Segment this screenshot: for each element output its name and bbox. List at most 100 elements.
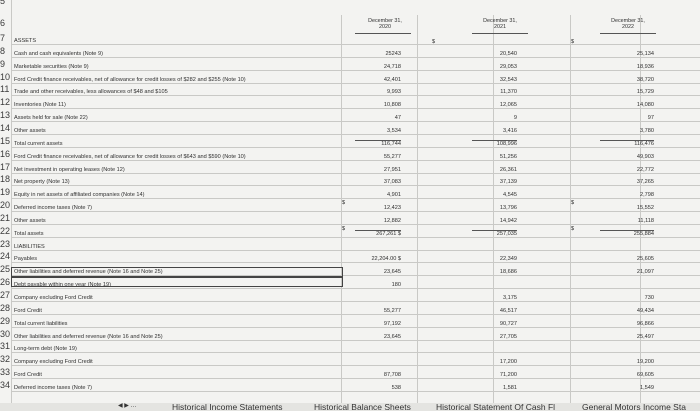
selected-cell-range[interactable] — [11, 267, 343, 278]
value-cell[interactable]: 9 — [513, 115, 517, 122]
value-cell[interactable]: 255,884 — [633, 230, 654, 237]
value-cell[interactable]: 15,552 — [636, 205, 654, 212]
value-cell[interactable]: 90,727 — [499, 320, 517, 327]
row-number[interactable]: 22 — [0, 225, 11, 236]
row-number[interactable]: 11 — [0, 84, 10, 95]
value-cell[interactable]: 37,139 — [499, 179, 517, 186]
value-cell[interactable]: 49,903 — [636, 153, 654, 160]
value-cell[interactable]: 22,772 — [636, 166, 654, 173]
row-number[interactable]: 19 — [0, 187, 11, 198]
value-cell[interactable]: 25,134 — [636, 50, 654, 57]
tab-nav-arrows[interactable]: ◀ ▶ … — [118, 403, 137, 409]
value-cell[interactable]: 47 — [394, 115, 401, 122]
value-cell[interactable]: 4,545 — [503, 192, 517, 199]
value-cell[interactable]: 108,996 — [496, 140, 517, 147]
value-cell[interactable]: 3,780 — [640, 127, 654, 134]
value-cell[interactable]: 69,605 — [636, 372, 654, 379]
value-cell[interactable]: 97 — [647, 115, 654, 122]
value-cell[interactable]: 55,277 — [383, 307, 401, 314]
value-cell[interactable]: 25,605 — [636, 256, 654, 263]
value-cell[interactable]: 3,534 — [387, 127, 401, 134]
value-cell[interactable]: 97,192 — [383, 320, 401, 327]
value-cell[interactable]: 15,729 — [636, 89, 654, 96]
value-cell[interactable]: 18,936 — [636, 63, 654, 70]
value-cell[interactable]: 12,423 — [383, 205, 401, 212]
tab-historical-income-statements[interactable]: Historical Income Statements — [172, 402, 283, 411]
row-number[interactable]: 30 — [0, 328, 11, 339]
row-number[interactable]: 12 — [0, 97, 11, 108]
value-cell[interactable]: 3,175 — [503, 295, 517, 301]
row-number[interactable]: 25 — [0, 264, 11, 275]
value-cell[interactable]: 22,349 — [499, 256, 517, 263]
value-cell[interactable]: 12,882 — [383, 217, 401, 224]
row-number[interactable]: 24 — [0, 251, 11, 262]
value-cell[interactable]: 257,035 — [496, 230, 517, 237]
value-cell[interactable]: 116,476 — [634, 140, 654, 147]
value-cell[interactable]: 538 — [391, 384, 401, 391]
row-number[interactable]: 18 — [0, 174, 11, 185]
row-number[interactable]: 34 — [0, 379, 11, 390]
value-cell[interactable]: 267,261 $ — [376, 230, 401, 237]
value-cell[interactable]: 29,053 — [499, 63, 517, 70]
value-cell[interactable]: 27,705 — [499, 333, 517, 340]
value-cell[interactable]: 87,708 — [383, 372, 401, 379]
value-cell[interactable]: 9,993 — [387, 89, 401, 96]
row-number[interactable]: 13 — [0, 110, 11, 121]
value-cell[interactable]: 18,686 — [499, 269, 517, 276]
value-cell[interactable]: 32,543 — [499, 76, 517, 83]
row-number[interactable]: 17 — [0, 161, 11, 172]
value-cell[interactable]: 38,720 — [636, 76, 654, 83]
value-cell[interactable]: 1,549 — [640, 384, 654, 391]
value-cell[interactable]: 51,256 — [499, 153, 517, 160]
row-number[interactable]: 9 — [0, 58, 6, 69]
row-number[interactable]: 16 — [0, 148, 11, 159]
value-cell[interactable]: 3,416 — [503, 127, 517, 134]
value-cell[interactable]: 27,951 — [383, 166, 401, 173]
value-cell[interactable]: 42,401 — [383, 76, 401, 83]
value-cell[interactable]: 23,645 — [383, 269, 401, 276]
tab-historical-statement-of-cash-flows[interactable]: Historical Statement Of Cash Fl — [436, 402, 556, 411]
row-number[interactable]: 5 — [0, 0, 6, 6]
value-cell[interactable]: 23,645 — [383, 333, 401, 340]
value-cell[interactable]: 12,065 — [499, 102, 517, 109]
value-cell[interactable]: 22,204.00 $ — [371, 256, 401, 263]
row-number[interactable]: 33 — [0, 367, 11, 378]
row-number[interactable]: 6 — [0, 18, 6, 28]
value-cell[interactable]: 116,744 — [381, 140, 401, 147]
value-cell[interactable]: 4,901 — [387, 192, 401, 199]
value-cell[interactable]: 730 — [644, 295, 654, 301]
value-cell[interactable]: 37,265 — [636, 179, 654, 186]
value-cell[interactable]: 11,370 — [500, 89, 517, 96]
row-number[interactable]: 8 — [0, 45, 6, 56]
value-cell[interactable]: 14,080 — [636, 102, 654, 109]
row-number[interactable]: 7 — [0, 33, 6, 43]
value-cell[interactable]: 71,200 — [499, 372, 517, 379]
value-cell[interactable]: 21,097 — [636, 269, 654, 276]
tab-general-motors-income-statement[interactable]: General Motors Income Sta — [582, 402, 686, 411]
row-number[interactable]: 27 — [0, 290, 11, 300]
value-cell[interactable]: 46,517 — [499, 307, 517, 314]
value-cell[interactable]: 17,200 — [499, 359, 517, 366]
row-number[interactable]: 21 — [0, 212, 11, 223]
value-cell[interactable]: 180 — [391, 282, 401, 289]
value-cell[interactable]: 13,796 — [499, 205, 517, 212]
row-number[interactable]: 29 — [0, 315, 11, 326]
value-cell[interactable]: 11,118 — [637, 217, 654, 224]
value-cell[interactable]: 19,200 — [636, 359, 654, 366]
row-number[interactable]: 23 — [0, 238, 11, 249]
row-number[interactable]: 10 — [0, 71, 11, 82]
selected-cell-range[interactable] — [11, 276, 343, 287]
value-cell[interactable]: 14,942 — [499, 217, 517, 224]
value-cell[interactable]: 25,497 — [636, 333, 654, 340]
value-cell[interactable]: 37,083 — [383, 179, 401, 186]
row-number[interactable]: 28 — [0, 302, 11, 313]
row-number[interactable]: 20 — [0, 200, 11, 211]
value-cell[interactable]: 24,718 — [383, 63, 401, 70]
value-cell[interactable]: 20,540 — [499, 50, 517, 57]
value-cell[interactable]: 96,866 — [636, 320, 654, 327]
value-cell[interactable]: 55,277 — [383, 153, 401, 160]
tab-historical-balance-sheets[interactable]: Historical Balance Sheets — [314, 402, 411, 411]
value-cell[interactable]: 26,361 — [499, 166, 517, 173]
row-number[interactable]: 14 — [0, 122, 11, 133]
value-cell[interactable]: 2,798 — [640, 192, 654, 199]
